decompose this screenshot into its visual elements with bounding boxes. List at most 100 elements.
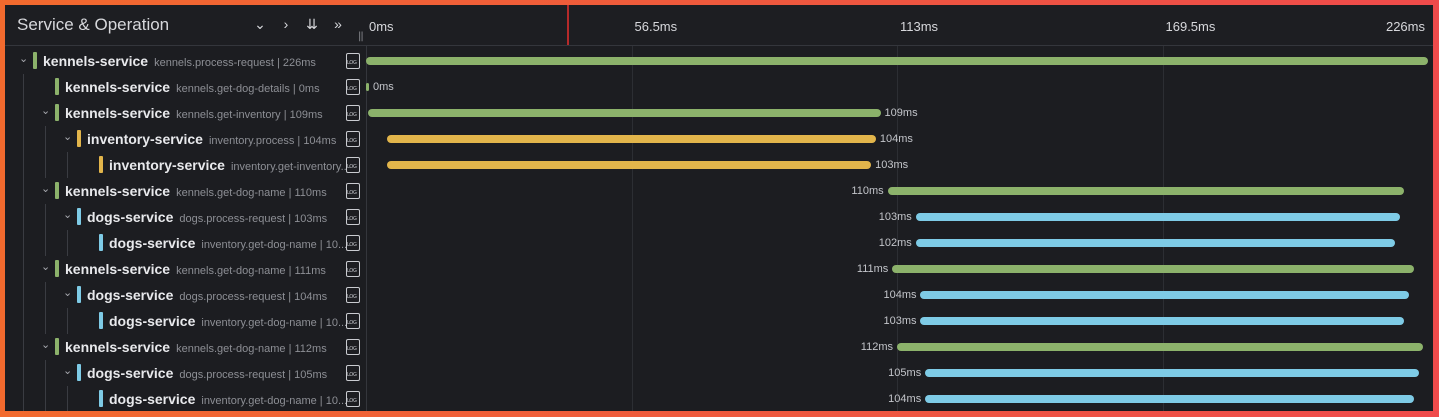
span-bar[interactable] [387, 161, 872, 169]
expand-all-icon[interactable]: » [334, 16, 342, 32]
span-bar[interactable] [920, 291, 1410, 299]
operation-name-label: inventory.process | 104ms [208, 135, 337, 147]
log-icon[interactable] [346, 157, 360, 173]
operation-name-label: kennels.process-request | 226ms [154, 57, 316, 69]
service-name-label: kennels-service [65, 339, 171, 355]
span-row[interactable]: dogs-service inventory.get-dog-name | 10.… [5, 386, 366, 411]
span-row[interactable]: dogs-service inventory.get-dog-name | 10.… [5, 308, 366, 334]
tree-indent-guide [45, 360, 46, 386]
log-icon[interactable] [346, 391, 360, 407]
service-name[interactable]: dogs-service inventory.get-dog-name | 10.… [109, 235, 347, 251]
service-color-indicator [99, 390, 103, 407]
service-name[interactable]: dogs-service inventory.get-dog-name | 10.… [109, 313, 347, 329]
column-resizer-icon[interactable]: || [358, 31, 364, 42]
operation-name-label: kennels.get-inventory | 109ms [176, 109, 323, 121]
span-row[interactable]: ⌄ kennels-service kennels.process-request … [5, 48, 366, 74]
span-duration-label: 109ms [884, 107, 918, 119]
tree-indent-guide [23, 334, 24, 360]
service-name[interactable]: inventory-service inventory.get-inventory… [109, 157, 350, 173]
tick-label: 113ms [900, 19, 939, 34]
service-name[interactable]: kennels-service kennels.get-dog-details |… [65, 79, 320, 95]
span-duration-label: 110ms [851, 185, 884, 197]
operation-name-label: kennels.get-dog-name | 110ms [176, 187, 327, 199]
expand-one-icon[interactable]: › [283, 16, 289, 32]
tree-indent-guide [45, 126, 46, 152]
log-icon[interactable] [346, 79, 360, 95]
span-row[interactable]: ⌄ dogs-service dogs.process-request | 105m… [5, 360, 366, 386]
operation-name-label: dogs.process-request | 105ms [179, 369, 328, 381]
span-bar[interactable] [915, 213, 1400, 221]
span-row[interactable]: ⌄ kennels-service kennels.get-dog-name | 1… [5, 178, 366, 204]
span-row[interactable]: kennels-service kennels.get-dog-details |… [5, 74, 366, 100]
service-name-label: inventory-service [87, 131, 203, 147]
chevron-down-icon[interactable]: ⌄ [63, 364, 73, 377]
service-name[interactable]: kennels-service kennels.get-inventory | 1… [65, 105, 323, 121]
tree-indent-guide [67, 152, 68, 178]
log-icon[interactable] [346, 209, 360, 225]
log-icon[interactable] [346, 183, 360, 199]
span-bar[interactable] [925, 369, 1419, 377]
span-bar[interactable] [892, 265, 1414, 273]
tree-indent-guide [23, 282, 24, 308]
span-bar[interactable] [920, 317, 1405, 325]
collapse-all-icon[interactable]: ⇊ [306, 16, 318, 32]
operation-name-label: inventory.get-dog-name | 10... [201, 317, 348, 329]
log-icon[interactable] [346, 131, 360, 147]
log-icon[interactable] [346, 261, 360, 277]
service-name[interactable]: kennels-service kennels.get-dog-name | 11… [65, 261, 326, 277]
service-name[interactable]: dogs-service inventory.get-dog-name | 10.… [109, 391, 347, 407]
span-bar[interactable] [925, 395, 1414, 403]
tree-indent-guide [45, 204, 46, 230]
chevron-down-icon[interactable]: ⌄ [63, 286, 73, 299]
span-row[interactable]: ⌄ kennels-service kennels.get-dog-name | 1… [5, 334, 366, 360]
log-icon[interactable] [346, 53, 360, 69]
service-name[interactable]: dogs-service dogs.process-request | 103ms [87, 209, 327, 225]
service-color-indicator [99, 156, 103, 173]
span-bar[interactable] [915, 239, 1396, 247]
span-bar[interactable] [387, 135, 876, 143]
log-icon[interactable] [346, 235, 360, 251]
tree-indent-guide [23, 386, 24, 411]
log-icon[interactable] [346, 365, 360, 381]
span-row[interactable]: ⌄ kennels-service kennels.get-inventory | … [5, 100, 366, 126]
span-row[interactable]: ⌄ inventory-service inventory.process | 10… [5, 126, 366, 152]
chevron-down-icon[interactable]: ⌄ [63, 208, 73, 221]
service-name[interactable]: kennels-service kennels.get-dog-name | 11… [65, 339, 327, 355]
chevron-down-icon[interactable]: ⌄ [41, 260, 51, 273]
service-name[interactable]: kennels-service kennels.get-dog-name | 11… [65, 183, 327, 199]
trace-timeline-panel: Service & Operation ⌄ › ⇊ » || 0ms 56.5ms 113… [5, 5, 1433, 411]
tree-indent-guide [67, 230, 68, 256]
span-tree: ⌄ kennels-service kennels.process-request … [5, 45, 367, 411]
chevron-down-icon[interactable]: ⌄ [19, 52, 29, 65]
chevron-down-icon[interactable]: ⌄ [63, 130, 73, 143]
log-icon[interactable] [346, 313, 360, 329]
service-name[interactable]: dogs-service dogs.process-request | 105ms [87, 365, 327, 381]
tree-indent-guide [45, 230, 46, 256]
span-bar[interactable] [366, 57, 1428, 65]
chevron-down-icon[interactable]: ⌄ [41, 104, 51, 117]
span-duration-label: 103ms [878, 211, 912, 223]
tick-label: 226ms [1385, 19, 1425, 34]
span-row[interactable]: inventory-service inventory.get-inventory… [5, 152, 366, 178]
log-icon[interactable] [346, 287, 360, 303]
log-icon[interactable] [346, 105, 360, 121]
time-cursor-marker[interactable] [567, 5, 569, 45]
span-bar[interactable] [897, 343, 1424, 351]
service-name[interactable]: inventory-service inventory.process | 104… [87, 131, 336, 147]
log-icon[interactable] [346, 339, 360, 355]
span-bar[interactable] [366, 83, 369, 91]
chevron-down-icon[interactable]: ⌄ [41, 338, 51, 351]
service-color-indicator [77, 130, 81, 147]
tree-indent-guide [23, 178, 24, 204]
span-row[interactable]: ⌄ dogs-service dogs.process-request | 103m… [5, 204, 366, 230]
chevron-down-icon[interactable]: ⌄ [41, 182, 51, 195]
service-name[interactable]: dogs-service dogs.process-request | 104ms [87, 287, 327, 303]
span-row[interactable]: ⌄ dogs-service dogs.process-request | 104m… [5, 282, 366, 308]
span-row[interactable]: dogs-service inventory.get-dog-name | 10.… [5, 230, 366, 256]
span-bar[interactable] [887, 187, 1405, 195]
span-bar[interactable] [368, 109, 881, 117]
service-name[interactable]: kennels-service kennels.process-request |… [43, 53, 316, 69]
span-row[interactable]: ⌄ kennels-service kennels.get-dog-name | 1… [5, 256, 366, 282]
tree-indent-guide [23, 74, 24, 100]
collapse-one-icon[interactable]: ⌄ [254, 16, 266, 32]
